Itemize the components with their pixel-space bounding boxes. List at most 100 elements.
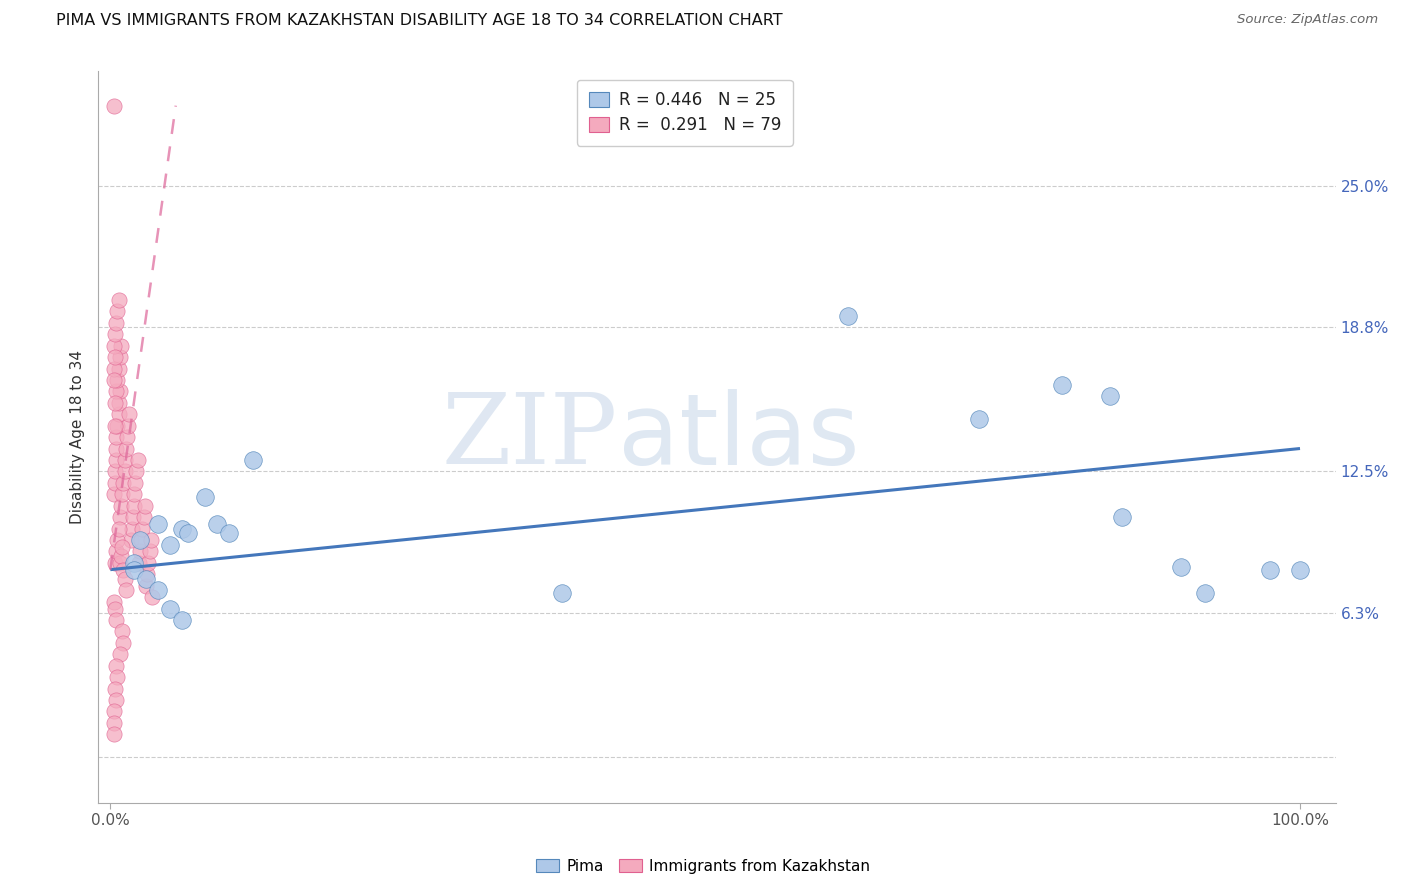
Point (110, 499, 132, 513)
Point (1098, 389, 1121, 403)
Point (104, 396, 127, 410)
Point (108, 510, 131, 524)
Point (103, 727, 125, 741)
Point (110, 338, 132, 352)
Point (146, 516, 169, 531)
Point (114, 464, 136, 478)
Point (837, 309, 859, 323)
Point (122, 510, 145, 524)
Point (108, 384, 131, 399)
Point (139, 533, 162, 547)
Point (107, 396, 129, 410)
Point (176, 526, 198, 541)
Point (111, 487, 134, 501)
Point (107, 361, 129, 376)
Text: PIMA VS IMMIGRANTS FROM KAZAKHSTAN DISABILITY AGE 18 TO 34 CORRELATION CHART: PIMA VS IMMIGRANTS FROM KAZAKHSTAN DISAB… (56, 13, 783, 29)
Point (118, 407, 141, 421)
Point (136, 567, 159, 582)
Point (112, 563, 135, 577)
Point (103, 705, 125, 719)
Point (170, 613, 193, 627)
Point (138, 544, 160, 558)
Point (108, 647, 131, 661)
Point (104, 464, 127, 478)
Point (159, 601, 181, 615)
Point (207, 516, 229, 531)
Point (114, 453, 136, 467)
Point (104, 418, 127, 433)
Point (105, 693, 128, 707)
Point (127, 453, 149, 467)
Point (131, 521, 153, 535)
Point (218, 526, 240, 541)
Point (105, 544, 128, 558)
Point (103, 594, 125, 608)
Point (105, 316, 128, 330)
Y-axis label: Disability Age 18 to 34: Disability Age 18 to 34 (70, 350, 86, 524)
Point (1050, 377, 1073, 392)
Point (128, 556, 150, 570)
Point (103, 715, 125, 730)
Point (242, 453, 264, 467)
Point (107, 373, 129, 387)
Point (111, 540, 134, 554)
Point (104, 681, 127, 696)
Point (103, 373, 125, 387)
Point (1258, 563, 1281, 577)
Point (551, 585, 574, 599)
Point (1194, 585, 1216, 599)
Point (159, 537, 181, 551)
Point (112, 636, 135, 650)
Point (129, 533, 152, 547)
Point (104, 327, 127, 342)
Point (121, 521, 143, 535)
Legend: R = 0.446   N = 25, R =  0.291   N = 79: R = 0.446 N = 25, R = 0.291 N = 79 (576, 79, 793, 145)
Point (110, 549, 132, 563)
Point (170, 521, 193, 535)
Point (104, 556, 127, 570)
Point (107, 521, 129, 535)
Point (108, 350, 131, 364)
Text: Source: ZipAtlas.com: Source: ZipAtlas.com (1237, 13, 1378, 27)
Point (124, 475, 146, 490)
Point (105, 613, 128, 627)
Point (114, 583, 136, 598)
Point (103, 98, 125, 112)
Point (107, 407, 129, 421)
Point (122, 487, 145, 501)
Point (135, 579, 157, 593)
Point (114, 572, 136, 586)
Point (105, 658, 128, 673)
Point (146, 583, 169, 598)
Point (108, 556, 131, 570)
Point (122, 499, 145, 513)
Point (107, 670, 129, 684)
Point (135, 572, 157, 586)
Point (104, 475, 127, 490)
Point (129, 544, 152, 558)
Point (103, 487, 125, 501)
Point (107, 533, 129, 547)
Point (105, 453, 128, 467)
Point (141, 590, 163, 604)
Text: atlas: atlas (619, 389, 859, 485)
Point (112, 475, 135, 490)
Point (125, 464, 148, 478)
Point (105, 430, 128, 444)
Point (117, 418, 139, 433)
Point (122, 563, 145, 577)
Point (105, 442, 128, 456)
Point (115, 430, 138, 444)
Point (107, 418, 129, 433)
Point (967, 412, 990, 426)
Point (103, 361, 125, 376)
Point (105, 384, 128, 399)
Point (103, 338, 125, 352)
Point (120, 533, 142, 547)
Point (132, 510, 155, 524)
Legend: Pima, Immigrants from Kazakhstan: Pima, Immigrants from Kazakhstan (530, 853, 876, 880)
Point (138, 556, 160, 570)
Point (107, 304, 129, 318)
Point (1289, 563, 1312, 577)
Point (104, 350, 127, 364)
